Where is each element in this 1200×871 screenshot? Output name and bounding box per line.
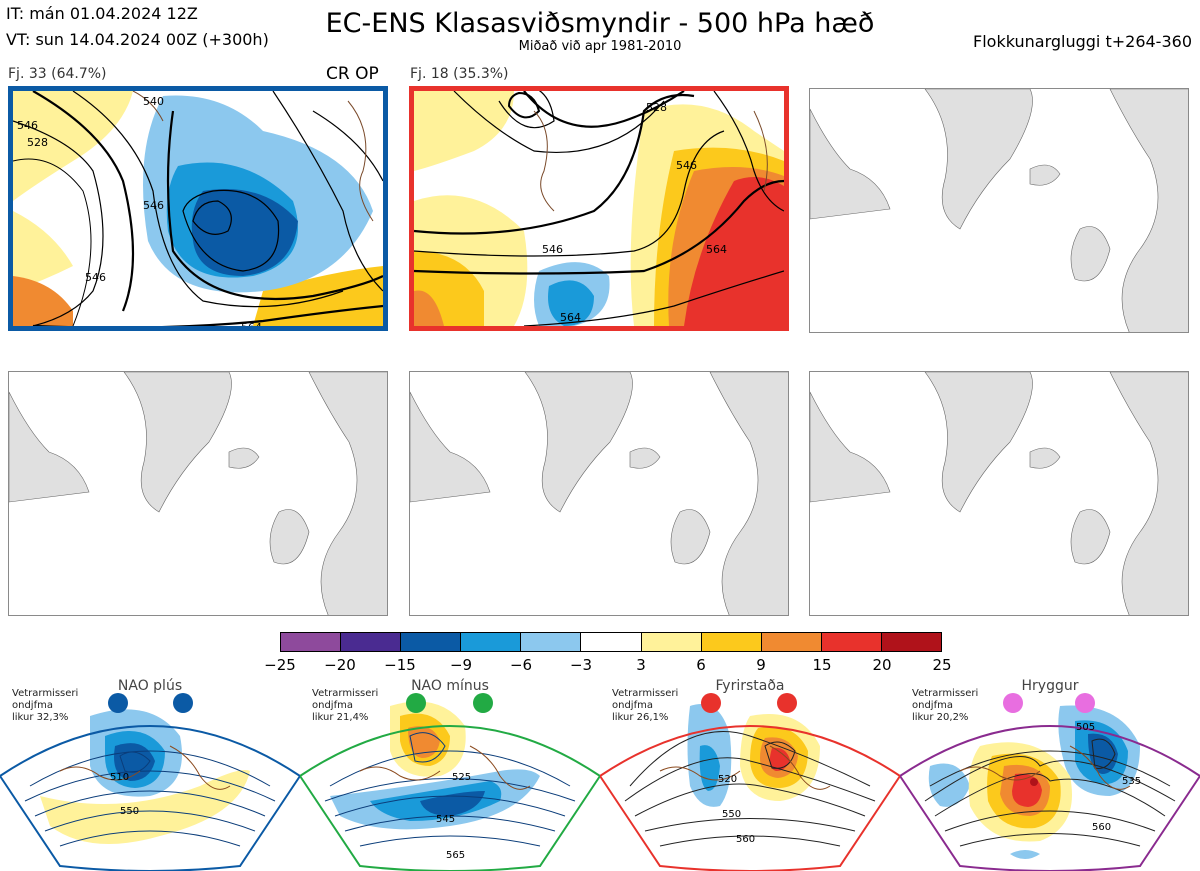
regime-2-contour-label: 545 (436, 814, 455, 825)
colorbar-segment (401, 633, 462, 651)
empty-panel-6 (809, 371, 1189, 616)
panel-1-map: 528 546 540 546 546 564 (13, 91, 383, 326)
empty-panel-4 (8, 371, 388, 616)
regime-1-contour-label: 550 (120, 806, 139, 817)
issue-time: IT: mán 01.04.2024 12Z (6, 4, 198, 23)
regime-1-title: NAO plús (117, 678, 183, 694)
page-subtitle: Miðað við apr 1981-2010 (518, 39, 682, 54)
colorbar-tick: −15 (384, 656, 416, 674)
panel-2-contour-label: 528 (646, 101, 667, 114)
regime-2-contour-label: 565 (446, 850, 465, 861)
regime-2-note: Vetrarmisseri ondjfma likur 21,4% (312, 688, 379, 723)
regime-3-contour-label: 560 (736, 834, 755, 845)
panel-1-contour-label: 564 (241, 321, 262, 326)
regime-4-title: Hryggur (1021, 678, 1079, 694)
regime-4-contour-label: 535 (1122, 776, 1141, 787)
panel-2-map: 528 546 546 564 564 (414, 91, 784, 326)
regime-4-map: 505 535 560 (900, 693, 1200, 871)
valid-time: VT: sun 14.04.2024 00Z (+300h) (6, 30, 269, 49)
colorbar-segment (341, 633, 402, 651)
regime-nao-minus[interactable]: 525 545 565 NAO mínus Vetrarmisseri ondj… (300, 676, 600, 871)
colorbar-segment (461, 633, 522, 651)
panel-1-contour-label: 546 (85, 271, 106, 284)
panel-1-label: Fj. 33 (64.7%) (8, 66, 107, 82)
panel-5-map (410, 372, 788, 615)
colorbar-segment (581, 633, 642, 651)
regime-ridge[interactable]: 505 535 560 Hryggur Vetrarmisseri ondjfm… (900, 676, 1200, 871)
colorbar-tick: −20 (324, 656, 356, 674)
colorbar-tick: −9 (449, 656, 473, 674)
panel-2-contour-label: 546 (676, 159, 697, 172)
page-title: EC-ENS Klasasviðsmyndir - 500 hPa hæð (325, 8, 875, 39)
colorbar-tick: 15 (812, 656, 832, 674)
regime-2-title: NAO mínus (411, 678, 489, 694)
anomaly-colorbar (280, 632, 942, 652)
regime-3-title: Fyrirstaða (715, 678, 785, 694)
regime-4-contour-label: 505 (1076, 722, 1095, 733)
regime-3-contour-label: 550 (722, 809, 741, 820)
panel-4-map (9, 372, 387, 615)
regime-1-contour-label: 510 (110, 772, 129, 783)
regime-3-contour-label: 520 (718, 774, 737, 785)
regime-2-map: 525 545 565 (300, 693, 600, 871)
classification-window: Flokkunargluggi t+264-360 (973, 32, 1192, 51)
panel-2-contour-label: 546 (542, 243, 563, 256)
regime-1-note: Vetrarmisseri ondjfma likur 32,3% (12, 688, 79, 723)
regime-4-note: Vetrarmisseri ondjfma likur 20,2% (912, 688, 979, 723)
colorbar-tick: 25 (932, 656, 952, 674)
panel-2-contour-label: 564 (560, 311, 581, 324)
colorbar-segment (641, 633, 702, 651)
panel-2-label: Fj. 18 (35.3%) (410, 66, 509, 82)
colorbar-segment (881, 633, 942, 651)
regime-1-map: 510 550 (0, 693, 300, 871)
regime-2-contour-label: 525 (452, 772, 471, 783)
cluster-panel-1[interactable]: 528 546 540 546 546 564 (8, 86, 388, 331)
empty-panel-3 (809, 88, 1189, 333)
panel-1-tag: CR OP (326, 64, 379, 84)
colorbar-tick: −6 (509, 656, 533, 674)
regime-3-map: 520 550 560 (600, 693, 900, 871)
colorbar-tick: −25 (264, 656, 296, 674)
colorbar-tick: 3 (636, 656, 646, 674)
colorbar-segment (761, 633, 822, 651)
panel-2-contour-label: 564 (706, 243, 727, 256)
regime-blocking[interactable]: 520 550 560 Fyrirstaða Vetrarmisseri ond… (600, 676, 900, 871)
panel-1-contour-label: 528 (27, 136, 48, 149)
colorbar-tick: 9 (756, 656, 766, 674)
panel-6-map (810, 372, 1188, 615)
colorbar-tick: −3 (569, 656, 593, 674)
colorbar-segment (821, 633, 882, 651)
regime-nao-plus[interactable]: 510 550 NAO plús Vetrarmisseri ondjfma l… (0, 676, 300, 871)
regime-4-contour-label: 560 (1092, 822, 1111, 833)
panel-1-contour-label: 546 (17, 119, 38, 132)
panel-1-contour-label: 546 (143, 199, 164, 212)
colorbar-segment (701, 633, 762, 651)
colorbar-tick: 6 (696, 656, 706, 674)
cluster-panel-2[interactable]: 528 546 546 564 564 (409, 86, 789, 331)
empty-panel-5 (409, 371, 789, 616)
colorbar-segment (281, 633, 342, 651)
panel-3-map (810, 89, 1188, 332)
panel-1-contour-label: 540 (143, 95, 164, 108)
colorbar-tick: 20 (872, 656, 892, 674)
regime-3-note: Vetrarmisseri ondjfma likur 26,1% (612, 688, 679, 723)
colorbar-segment (521, 633, 582, 651)
